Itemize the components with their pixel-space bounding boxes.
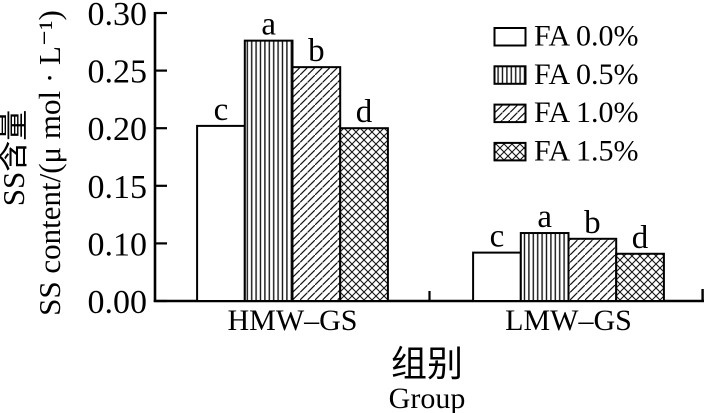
y-tick-label: 0.30 [88,0,148,33]
y-tick-label: 0.25 [88,54,148,91]
axes: 0.00 0.10 0.15 0.20 0.25 0.30 HMW–GS LMW–GS [88,0,704,337]
legend-label: FA 0.5% [534,58,638,91]
y-tick-label: 0.15 [88,169,148,206]
y-tick-label: 0.00 [88,284,148,321]
legend-swatch-fa-0-0 [493,27,527,47]
bar-lmw-gs-fa-0-0 [472,251,522,302]
y-axis-label-en: SS content/(μ mol · L⁻¹) [32,10,67,316]
sig-letter: a [537,199,552,235]
sig-letter: c [490,219,505,255]
bars [196,39,665,303]
bar-lmw-gs-fa-0-5 [519,232,570,302]
sig-letter: b [308,33,325,69]
sig-letter: d [632,220,649,256]
legend-label: FA 0.0% [534,20,638,53]
y-axis-label-zh: SS含量 [0,110,31,206]
bar-hmw-gs-fa-1-0 [291,66,342,302]
bar-hmw-gs-fa-0-5 [243,39,294,302]
legend-swatch-fa-1-5 [493,141,527,162]
sig-letter: c [214,92,229,128]
bar-hmw-gs-fa-1-5 [339,127,389,302]
legend-label: FA 1.0% [534,96,638,129]
y-tick-label: 0.20 [88,111,148,148]
x-axis-label-en: Group [389,382,466,413]
x-category-label: HMW–GS [227,304,357,337]
legend-swatch-fa-0-5 [493,65,527,85]
bar-hmw-gs-fa-0-0 [196,124,246,303]
bar-lmw-gs-fa-1-0 [567,237,618,303]
legend-swatch-fa-1-0 [493,103,527,124]
legend: FA 0.0% FA 0.5% FA 1.0% FA 1.5% [493,20,638,167]
x-category-label: LMW–GS [505,304,632,337]
x-axis-label-zh: 组别 [391,344,463,384]
sig-letter: a [261,7,276,43]
bar-lmw-gs-fa-1-5 [615,252,665,303]
y-tick-label: 0.10 [88,226,148,263]
legend-label: FA 1.5% [534,134,638,167]
sig-letter: b [584,205,601,241]
sig-letter: d [356,94,373,130]
